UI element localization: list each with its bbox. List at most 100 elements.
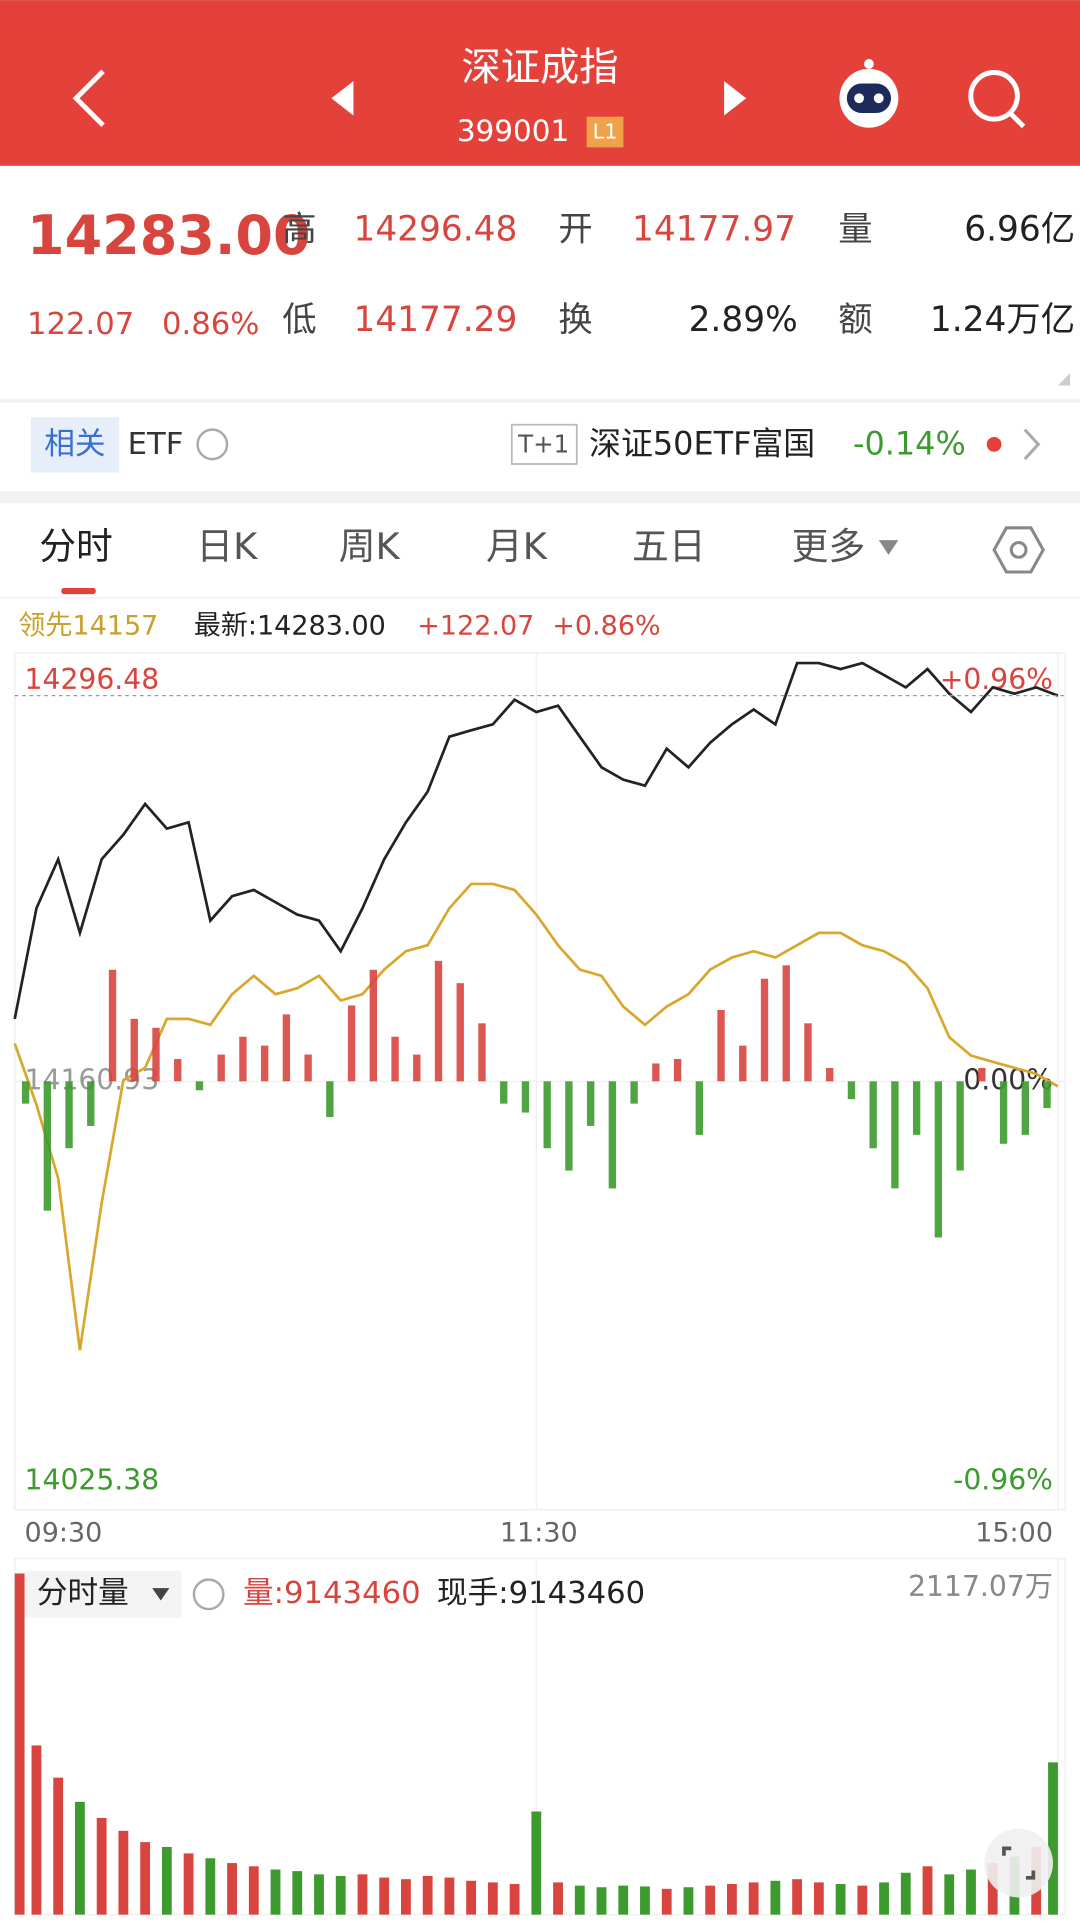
lead-bar <box>87 1081 95 1126</box>
lead-bar <box>130 1018 138 1082</box>
volume-bar <box>727 1884 737 1915</box>
lead-bar <box>434 960 443 1082</box>
tplus: T+1 <box>517 430 569 459</box>
lead-bar <box>195 1081 204 1091</box>
volume-bar <box>813 1882 824 1915</box>
tab[interactable]: 月K <box>486 525 548 568</box>
title: 深证成指 <box>461 46 618 91</box>
chevron[interactable] <box>1023 428 1041 461</box>
badge: L1 <box>593 120 618 144</box>
dot <box>986 437 1002 452</box>
lead-bar <box>282 1014 291 1082</box>
badge-bg <box>586 116 624 148</box>
volume-bar <box>1048 1762 1058 1915</box>
tab[interactable]: 周K <box>339 525 401 568</box>
volume-bar <box>227 1863 237 1915</box>
latest-label: 最新:14283.00 <box>194 611 386 642</box>
settings-icon[interactable] <box>992 526 1045 574</box>
back-button[interactable] <box>72 69 105 128</box>
tab[interactable]: 更多 <box>792 525 866 568</box>
lead-line <box>13 882 1059 1351</box>
volume-bar <box>53 1777 64 1915</box>
volume-bar <box>770 1880 781 1915</box>
volume-bar <box>574 1885 585 1915</box>
expand-icon[interactable] <box>984 1828 1053 1898</box>
volume-bar <box>270 1869 281 1915</box>
assistant-icon[interactable] <box>839 59 899 128</box>
x-tick-label: 11:30 <box>500 1518 578 1549</box>
lead-bar <box>869 1081 877 1149</box>
volume-bar <box>161 1846 172 1915</box>
lead-bar <box>956 1081 964 1171</box>
lead-bar <box>804 1023 812 1082</box>
volume-bar <box>335 1875 346 1915</box>
volume-bar <box>379 1877 390 1915</box>
lead-bar <box>826 1067 834 1082</box>
volume-bar <box>140 1842 151 1915</box>
search-icon[interactable] <box>968 70 1026 129</box>
tab[interactable]: 五日 <box>632 525 706 568</box>
volume-bar <box>705 1885 716 1915</box>
lead-bar <box>543 1081 551 1149</box>
field-value: 6.96亿 <box>964 209 1075 249</box>
pct: 0.86% <box>162 307 259 342</box>
tab[interactable]: 日K <box>196 525 258 568</box>
prev-button[interactable] <box>331 81 354 116</box>
y2-tick-label: 0.00% <box>963 1063 1053 1096</box>
y-tick-label: 2117.07万 <box>908 1570 1053 1603</box>
volume-bar <box>183 1853 194 1915</box>
volume-bar <box>509 1884 520 1915</box>
divider <box>0 491 1080 504</box>
lead-bar <box>565 1081 573 1171</box>
field-label: 高 <box>282 209 316 249</box>
etf-label: ETF <box>128 427 184 462</box>
volume-bar <box>661 1888 672 1915</box>
change: 122.07 <box>27 307 134 342</box>
lead-bar <box>326 1081 334 1118</box>
volume-bar <box>401 1879 411 1915</box>
next-button[interactable] <box>724 81 747 116</box>
price: 14283.00 <box>27 204 311 267</box>
lead-bar <box>847 1081 856 1100</box>
lead-bar <box>999 1081 1008 1144</box>
etf-name[interactable]: 深证50ETF富国 <box>589 425 815 463</box>
help-icon[interactable] <box>192 1578 225 1611</box>
field-label: 开 <box>558 209 592 249</box>
lead-bar <box>260 1045 269 1082</box>
field-label: 量 <box>838 209 872 249</box>
lead-bar <box>65 1081 73 1149</box>
lead-bar <box>782 965 790 1082</box>
field-value: 1.24万亿 <box>930 300 1075 340</box>
volume-bar <box>748 1882 759 1915</box>
volume-bar <box>31 1745 42 1915</box>
tab[interactable]: 分时 <box>39 525 113 568</box>
field-value: 2.89% <box>689 300 798 340</box>
help-icon[interactable] <box>196 428 229 461</box>
volume-bar <box>314 1874 324 1915</box>
lead-bar <box>239 1036 247 1082</box>
lead-bar <box>630 1081 638 1104</box>
volume-bar <box>987 1863 998 1915</box>
lead-label: 领先14157 <box>18 611 158 642</box>
lead-bar <box>478 1023 486 1082</box>
lead-bar <box>586 1081 595 1126</box>
lead-bar <box>978 1067 986 1082</box>
lead-bar <box>934 1081 943 1238</box>
dropdown-arrow <box>878 540 899 555</box>
volume-title[interactable]: 分时量 <box>37 1576 129 1611</box>
lead-bar <box>891 1081 899 1189</box>
lead-bar <box>695 1081 703 1135</box>
tag-bg <box>30 417 120 473</box>
lead-bar <box>43 1081 52 1211</box>
pct-label: +0.86% <box>552 611 660 642</box>
volume-selector-bg[interactable] <box>24 1571 182 1618</box>
divider <box>0 398 1080 403</box>
lead-bar <box>739 1045 747 1082</box>
volume-bar <box>835 1884 846 1915</box>
volume-bar <box>357 1874 368 1915</box>
lead-bar <box>1043 1081 1051 1109</box>
lead-bar <box>673 1059 682 1082</box>
volume-bar <box>248 1866 259 1915</box>
